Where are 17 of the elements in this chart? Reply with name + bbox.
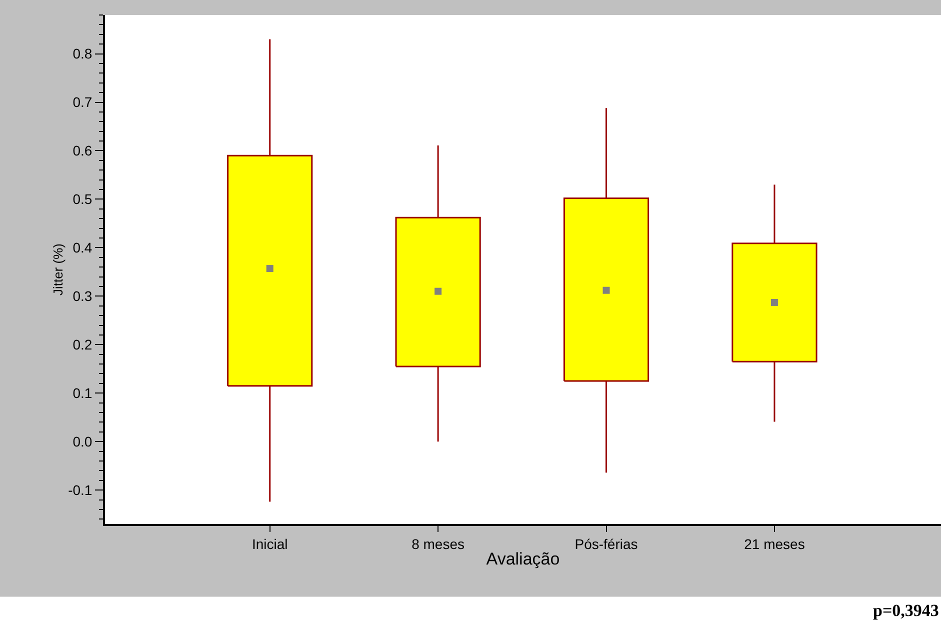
x-tick-label: 21 meses [744,536,805,552]
y-tick-label: 0.0 [72,433,92,450]
y-tick-label: 0.5 [72,191,92,208]
y-tick-label: 0.2 [72,336,92,353]
text: p=0,3943 [873,601,939,620]
y-tick-label: 0.3 [72,288,92,304]
y-tick-label: 0.8 [72,46,92,62]
x-tick-label: 8 meses [412,536,465,552]
y-tick-label: 0.1 [72,385,92,402]
y-tick-label: 0.7 [72,94,92,110]
y-tick-label: 0.4 [72,240,92,256]
x-tick-label: Inicial [252,536,288,552]
y-axis-title: Jitter (%) [50,244,66,296]
x-axis-title: Avaliação [486,550,560,569]
x-tick-label: Pós-férias [574,536,638,552]
y-tick-label: -0.1 [68,482,92,498]
y-tick-label: 0.6 [72,142,92,159]
